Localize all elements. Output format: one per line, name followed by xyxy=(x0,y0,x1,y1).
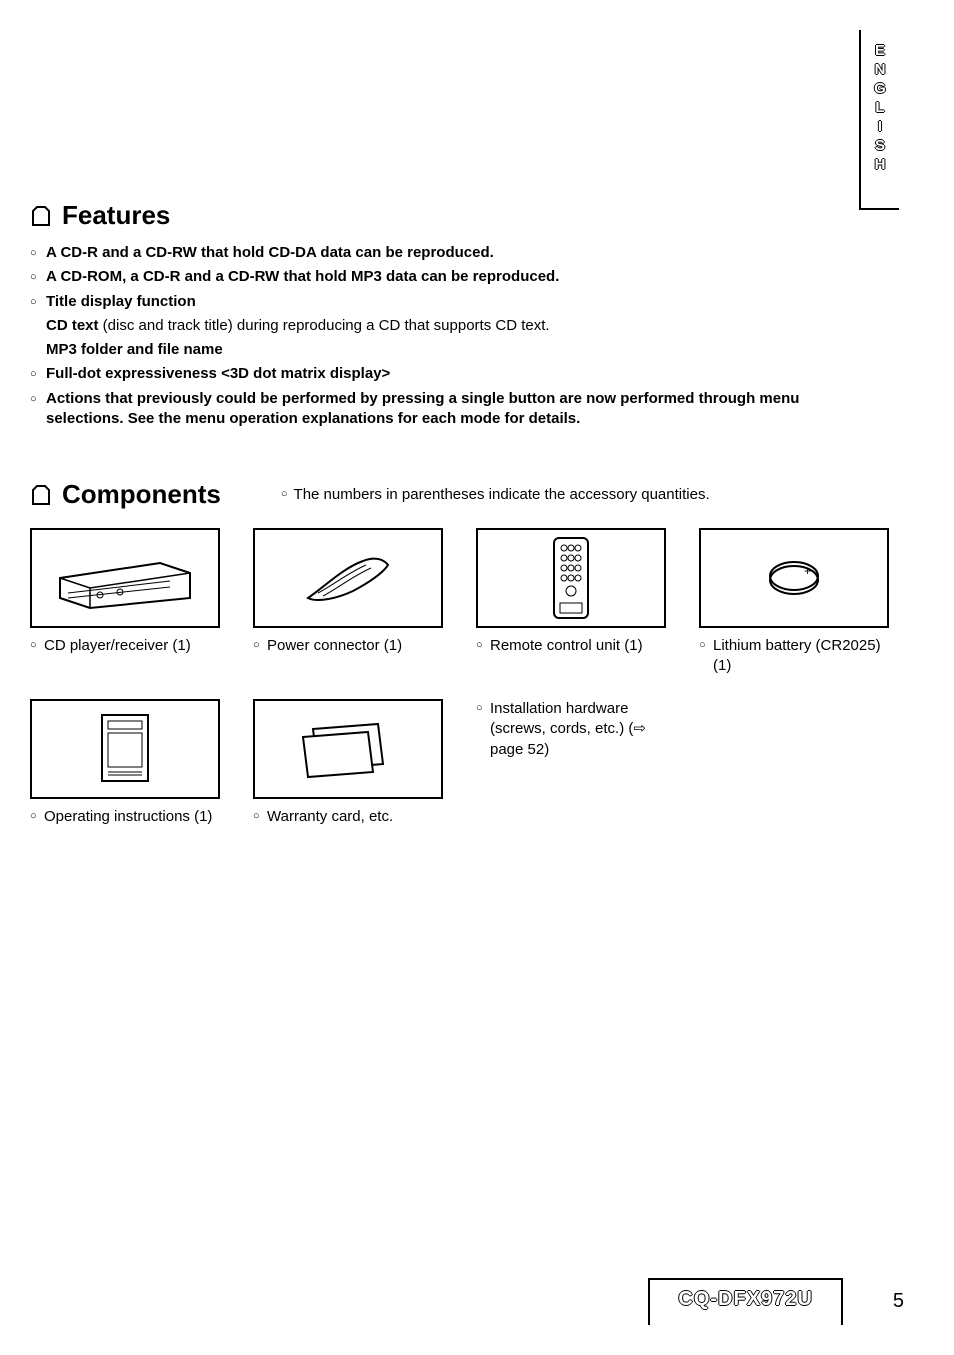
component-label: Lithium battery (CR2025) (1) xyxy=(699,636,894,675)
component-install-hardware: Installation hardware (screws, cords, et… xyxy=(476,699,671,827)
warranty-illustration xyxy=(253,699,443,799)
instructions-illustration xyxy=(30,699,220,799)
features-list: A CD-R and a CD-RW that hold CD-DA data … xyxy=(30,243,834,312)
model-box: CQ-DFX972U xyxy=(648,1278,842,1325)
component-remote: Remote control unit (1) xyxy=(476,528,671,675)
feature-subline: CD text (disc and track title) during re… xyxy=(46,316,834,336)
component-instructions: Operating instructions (1) xyxy=(30,699,225,827)
feature-item: Title display function xyxy=(30,292,834,312)
install-hardware-text: Installation hardware (screws, cords, et… xyxy=(476,699,671,760)
checkbox-icon xyxy=(30,205,52,227)
component-warranty: Warranty card, etc. xyxy=(253,699,448,827)
features-section: Features A CD-R and a CD-RW that hold CD… xyxy=(30,200,924,429)
features-list-2: Full-dot expressiveness <3D dot matrix d… xyxy=(30,364,834,429)
component-battery: + Lithium battery (CR2025) (1) xyxy=(699,528,894,675)
feature-item: Full-dot expressiveness <3D dot matrix d… xyxy=(30,364,834,384)
model-number: CQ-DFX972U xyxy=(678,1288,812,1310)
cd-text-label: CD text xyxy=(46,317,99,334)
feature-item: Actions that previously could be perform… xyxy=(30,389,834,430)
component-label: Remote control unit (1) xyxy=(476,636,671,656)
page-footer: CQ-DFX972U 5 xyxy=(648,1278,904,1325)
checkbox-icon xyxy=(30,484,52,506)
features-heading: Features xyxy=(62,200,170,231)
components-section: Components The numbers in parentheses in… xyxy=(30,479,924,827)
cd-text-desc: (disc and track title) during reproducin… xyxy=(99,317,550,334)
component-label: Power connector (1) xyxy=(253,636,448,656)
page-number: 5 xyxy=(893,1290,904,1313)
component-label: Warranty card, etc. xyxy=(253,807,448,827)
component-power-connector: Power connector (1) xyxy=(253,528,448,675)
components-note: The numbers in parentheses indicate the … xyxy=(281,486,710,503)
empty-cell xyxy=(699,699,894,827)
feature-item: A CD-R and a CD-RW that hold CD-DA data … xyxy=(30,243,834,263)
features-heading-row: Features xyxy=(30,200,834,231)
language-tab: ENGLISH xyxy=(859,30,899,210)
svg-text:+: + xyxy=(804,564,811,578)
component-cd-player: CD player/receiver (1) xyxy=(30,528,225,675)
language-label: ENGLISH xyxy=(872,42,889,175)
cd-player-illustration xyxy=(30,528,220,628)
power-connector-illustration xyxy=(253,528,443,628)
component-label: Operating instructions (1) xyxy=(30,807,225,827)
feature-subline: MP3 folder and file name xyxy=(46,340,834,360)
remote-illustration xyxy=(476,528,666,628)
component-label: CD player/receiver (1) xyxy=(30,636,225,656)
components-header-row: Components The numbers in parentheses in… xyxy=(30,479,874,510)
battery-illustration: + xyxy=(699,528,889,628)
components-grid: CD player/receiver (1) Power connector (… xyxy=(30,528,874,827)
feature-item: A CD-ROM, a CD-R and a CD-RW that hold M… xyxy=(30,267,834,287)
components-heading: Components xyxy=(62,479,221,510)
